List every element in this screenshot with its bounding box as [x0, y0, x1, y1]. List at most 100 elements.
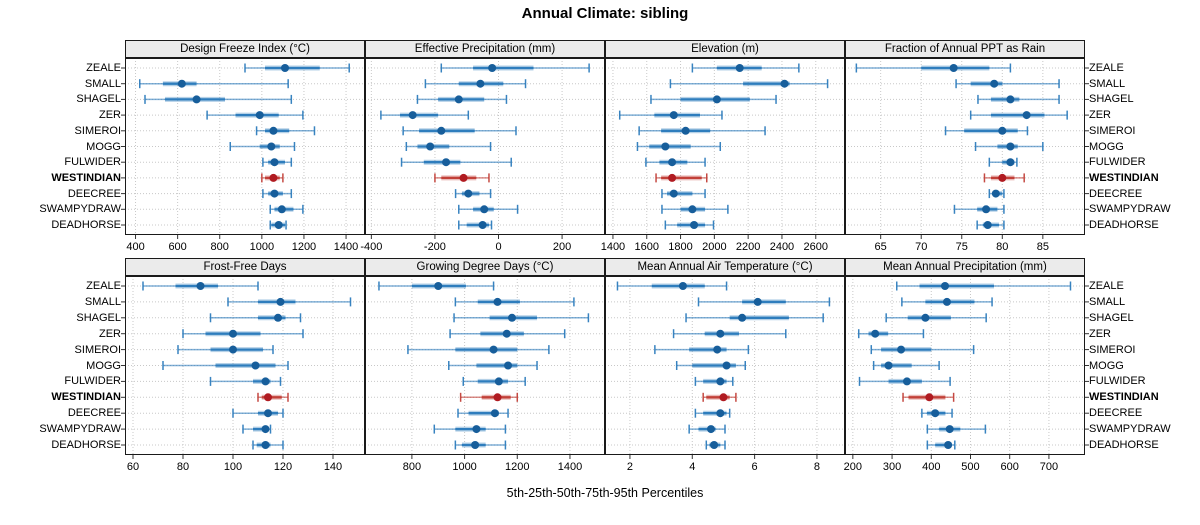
panel-plot-design-freeze-index: 400 600 800 1000 1200 1400 [121, 58, 365, 253]
site-label-left: ZEALE [86, 280, 121, 292]
site-row-zeale [855, 63, 1012, 73]
site-row-deecree [661, 189, 706, 199]
panel-plot-growing-degree-days: 800 1000 1200 1400 [365, 276, 605, 473]
median-dot [921, 313, 930, 322]
median-dot [493, 297, 502, 306]
site-label-right: WESTINDIAN [1089, 171, 1159, 184]
site-row-fulwider [400, 157, 512, 167]
x-tick-label: 1200 [505, 461, 529, 473]
site-label-left: DEADHORSE [51, 219, 121, 231]
panel-border [365, 276, 605, 455]
median-dot [661, 142, 670, 151]
median-dot [990, 79, 999, 88]
site-row-zer [618, 110, 723, 120]
site-row-deadhorse [269, 220, 287, 230]
site-row-simeroi [638, 126, 766, 136]
site-label-left: ZER [99, 109, 121, 122]
site-row-simeroi [402, 126, 517, 136]
median-dot [408, 111, 417, 120]
site-row-small [454, 297, 575, 307]
site-row-deadhorse [252, 440, 284, 450]
median-dot [998, 126, 1007, 135]
site-label-left: DEADHORSE [51, 439, 121, 451]
median-dot [1022, 111, 1031, 120]
x-tick-label: 800 [211, 241, 229, 253]
site-row-deadhorse [976, 220, 1005, 230]
panel-header-design-freeze-index: Design Freeze Index (°C) [125, 40, 365, 58]
median-dot [669, 111, 678, 120]
site-row-westindian [902, 392, 955, 402]
panel-header-mean-air-temperature: Mean Annual Air Temperature (°C) [605, 258, 845, 276]
site-row-swampydraw [926, 424, 987, 434]
site-row-zer [969, 110, 1068, 120]
site-row-deecree [988, 189, 1005, 199]
median-dot [472, 425, 481, 434]
site-row-fulwider [858, 376, 951, 386]
median-dot [706, 425, 715, 434]
median-dot [668, 173, 677, 182]
site-row-westindian [261, 173, 284, 183]
panel-header-label: Mean Annual Air Temperature (°C) [637, 261, 813, 273]
site-row-swampydraw [433, 424, 507, 434]
x-tick-label: 2200 [736, 241, 760, 253]
x-tick-label: 70 [915, 241, 927, 253]
median-dot [276, 297, 285, 306]
site-row-fulwider [645, 157, 706, 167]
median-dot [459, 173, 468, 182]
site-row-deecree [457, 408, 509, 418]
median-dot [983, 221, 992, 229]
median-dot [945, 425, 954, 434]
median-dot [264, 409, 272, 418]
median-dot [270, 158, 279, 167]
panel-header-label: Frost-Free Days [203, 261, 287, 273]
percentile-caption: 5th-25th-50th-75th-95th Percentiles [506, 486, 704, 500]
panel-header-label: Design Freeze Index (°C) [180, 43, 310, 55]
site-row-small [227, 297, 352, 307]
site-row-shagel [650, 94, 777, 104]
site-row-deecree [262, 189, 293, 199]
x-tick-label: 8 [814, 461, 820, 473]
site-label-right: DEADHORSE [1089, 439, 1159, 451]
site-label-right: FULWIDER [1089, 375, 1146, 388]
site-row-small [697, 297, 831, 307]
site-row-zeale [691, 63, 800, 73]
site-label-right: SIMEROI [1089, 124, 1136, 137]
x-tick-label: 80 [996, 241, 1008, 253]
median-dot [678, 282, 687, 290]
median-dot [944, 441, 953, 449]
median-dot [464, 189, 473, 198]
median-dot [716, 409, 725, 418]
site-label-right: SHAGEL [1089, 93, 1134, 106]
median-dot [437, 126, 446, 135]
median-dot [504, 361, 513, 370]
median-dot [489, 345, 498, 354]
x-axis: 60 80 100 120 140 [121, 285, 342, 473]
panel-border [845, 276, 1085, 455]
x-tick-label: 85 [1037, 241, 1049, 253]
median-dot [982, 205, 991, 214]
x-tick-label: -400 [360, 241, 382, 253]
site-label-right: DEECREE [1089, 187, 1143, 200]
x-tick-label: 300 [883, 461, 901, 473]
median-dot [494, 377, 503, 386]
site-row-deecree [454, 189, 492, 199]
site-row-westindian [702, 392, 737, 402]
site-label-left: WESTINDIAN [51, 391, 121, 404]
site-row-westindian [655, 173, 708, 183]
site-label-right: FULWIDER [1089, 156, 1146, 169]
site-row-simeroi [177, 345, 274, 355]
median-dot [508, 313, 517, 322]
site-row-swampydraw [688, 424, 726, 434]
site-label-right: SMALL [1089, 77, 1126, 90]
site-label-left: SHAGEL [76, 93, 121, 106]
median-dot [991, 189, 1000, 198]
x-tick-label: 200 [844, 461, 862, 473]
site-row-deadhorse [458, 220, 493, 230]
site-row-simeroi [255, 126, 316, 136]
site-row-deecree [921, 408, 953, 418]
site-label-left: SIMEROI [74, 124, 121, 137]
site-row-fulwider [988, 157, 1018, 167]
median-dot [710, 441, 719, 449]
median-dot [688, 205, 697, 214]
panel-plot-mean-air-temperature: 2 4 6 8 [605, 276, 845, 473]
